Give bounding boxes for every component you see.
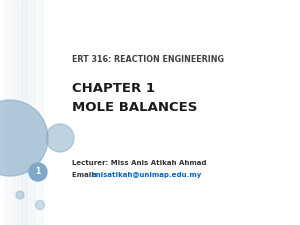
Circle shape xyxy=(29,163,47,181)
Text: Email:: Email: xyxy=(72,172,99,178)
Bar xyxy=(29,0,35,225)
Bar xyxy=(21,0,27,225)
Text: MOLE BALANCES: MOLE BALANCES xyxy=(72,101,197,114)
Text: anisatikah@unimap.edu.my: anisatikah@unimap.edu.my xyxy=(92,172,202,178)
Bar xyxy=(37,0,43,225)
Bar xyxy=(5,0,11,225)
Circle shape xyxy=(30,164,46,180)
Bar xyxy=(13,0,19,225)
Circle shape xyxy=(16,191,24,199)
Text: 1: 1 xyxy=(35,167,40,176)
Text: CHAPTER 1: CHAPTER 1 xyxy=(72,82,155,95)
Text: Lecturer: Miss Anis Atikah Ahmad: Lecturer: Miss Anis Atikah Ahmad xyxy=(72,160,206,166)
Text: ERT 316: REACTION ENGINEERING: ERT 316: REACTION ENGINEERING xyxy=(72,55,224,64)
Circle shape xyxy=(0,100,48,176)
Circle shape xyxy=(46,124,74,152)
Circle shape xyxy=(35,200,44,209)
